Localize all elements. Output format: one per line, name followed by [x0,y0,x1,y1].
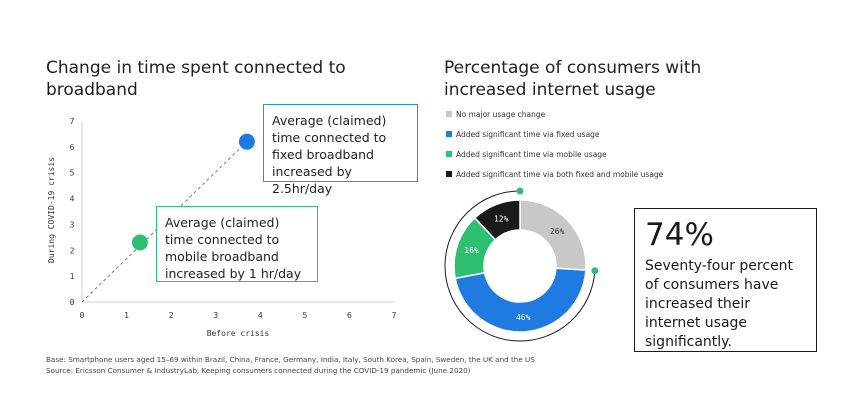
y-tick-label: 6 [70,143,75,152]
fixed-broadband-point [238,133,255,150]
footnote-base: Base: Smartphone users aged 15–69 within… [46,355,535,364]
x-tick-label: 6 [347,311,352,320]
y-tick-label: 5 [70,169,75,178]
x-tick-label: 3 [213,311,218,320]
y-axis-label: During COVID-19 crisis [47,157,56,263]
donut-chart: 26% 46% 16% 12% [444,187,599,342]
legend-swatch [446,131,452,137]
x-tick-label: 5 [302,311,307,320]
donut-slice-label: 12% [494,215,509,224]
y-tick-label: 0 [70,298,75,307]
y-tick-label: 4 [70,195,75,204]
callout-fixed-broadband: Average (claimed) time connected to fixe… [263,104,418,196]
x-axis-label: Before crisis [207,329,270,338]
left-chart-title: Change in time spent connected to broadb… [46,58,346,100]
x-tick-label: 7 [392,311,397,320]
highlight-arc [444,190,596,342]
right-chart-title: Percentage of consumers with increased i… [444,58,702,100]
legend-swatch [446,151,452,157]
legend-item-mobile: Added significant time via mobile usage [446,144,663,164]
legend-item-fixed: Added significant time via fixed usage [446,124,663,144]
donut-slice [454,267,587,333]
stat-value: 74% [645,217,714,253]
legend-label: Added significant time via both fixed an… [456,169,664,179]
donut-legend: No major usage change Added significant … [446,104,663,184]
y-tick-label: 3 [70,220,75,229]
legend-label: No major usage change [456,109,546,119]
footnote-source: Source: Ericsson Consumer & IndustryLab,… [46,366,471,375]
x-tick-label: 2 [169,311,174,320]
x-tick-label: 1 [124,311,129,320]
legend-label: Added significant time via mobile usage [456,149,607,159]
highlight-arc-start-dot [591,267,599,275]
legend-label: Added significant time via fixed usage [456,129,600,139]
highlight-arc-end-dot [516,187,524,195]
x-tick-label: 4 [258,311,263,320]
donut-slice [473,199,521,241]
stat-box: 74% Seventy-four percent of consumers ha… [634,208,817,352]
y-tick-label: 1 [70,272,75,281]
mobile-broadband-point [131,234,148,251]
y-tick-label: 7 [70,117,75,126]
donut-slice-label: 26% [550,227,565,236]
donut-slice-label: 16% [464,246,479,255]
legend-swatch [446,111,452,117]
x-tick-label: 0 [80,311,85,320]
callout-mobile-broadband: Average (claimed) time connected to mobi… [156,206,318,282]
legend-item-no-change: No major usage change [446,104,663,124]
stat-text: Seventy-four percent of consumers have i… [645,258,794,350]
donut-slice-label: 46% [516,313,531,322]
legend-item-both: Added significant time via both fixed an… [446,164,663,184]
y-tick-label: 2 [70,246,75,255]
legend-swatch [446,171,452,177]
